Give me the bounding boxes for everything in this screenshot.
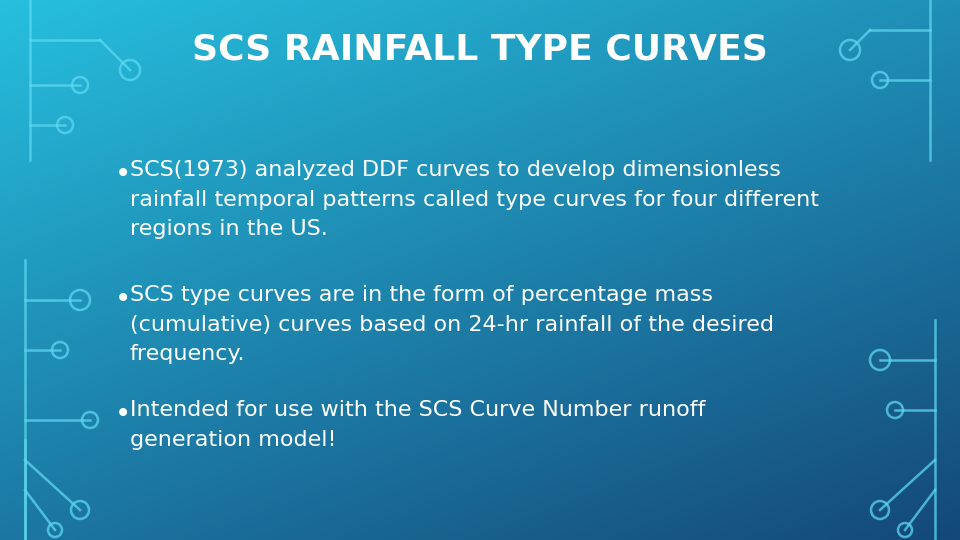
- Text: •: •: [115, 285, 132, 313]
- Text: •: •: [115, 400, 132, 428]
- Text: •: •: [115, 160, 132, 188]
- Text: SCS type curves are in the form of percentage mass
(cumulative) curves based on : SCS type curves are in the form of perce…: [130, 285, 774, 364]
- Text: SCS(1973) analyzed DDF curves to develop dimensionless
rainfall temporal pattern: SCS(1973) analyzed DDF curves to develop…: [130, 160, 819, 239]
- Text: SCS RAINFALL TYPE CURVES: SCS RAINFALL TYPE CURVES: [192, 33, 768, 67]
- Text: Intended for use with the SCS Curve Number runoff
generation model!: Intended for use with the SCS Curve Numb…: [130, 400, 706, 450]
